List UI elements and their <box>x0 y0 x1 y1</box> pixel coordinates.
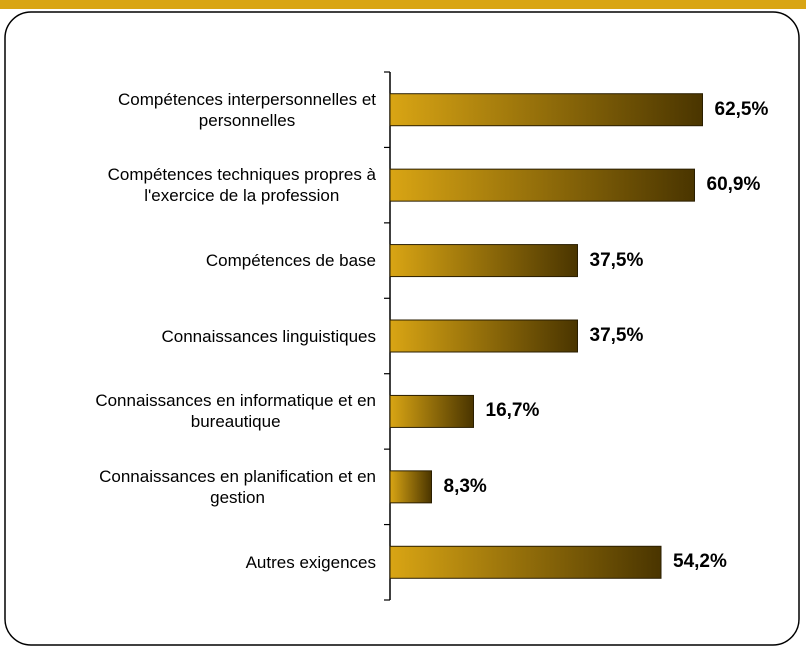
value-label-text: 16,7% <box>485 400 540 422</box>
bar <box>389 394 474 428</box>
value-label-text: 37,5% <box>589 249 644 271</box>
value-label: 8,3% <box>444 472 487 502</box>
value-label-text: 8,3% <box>443 475 487 497</box>
category-label-text: Connaissances en planification et en ges… <box>99 466 376 507</box>
value-label: 37,5% <box>590 321 644 351</box>
value-label: 16,7% <box>486 396 540 426</box>
category-label: Compétences de base <box>8 231 376 291</box>
category-label-text: Connaissances en informatique et en bure… <box>95 391 376 432</box>
category-label: Connaissances en planification et en ges… <box>8 457 376 517</box>
bar <box>389 319 578 353</box>
category-label: Autres exigences <box>8 532 376 592</box>
category-label-text: Compétences interpersonnelles et personn… <box>118 89 376 130</box>
category-label: Connaissances linguistiques <box>8 306 376 366</box>
category-label: Compétences interpersonnelles et personn… <box>8 80 376 140</box>
value-label-text: 54,2% <box>673 551 727 573</box>
bar <box>389 244 578 278</box>
top-band <box>0 0 806 9</box>
category-label: Compétences techniques propres à l'exerc… <box>8 155 376 215</box>
value-label: 37,5% <box>590 246 644 276</box>
value-label-text: 60,9% <box>706 174 761 196</box>
category-label-text: Autres exigences <box>245 552 376 572</box>
value-label: 60,9% <box>707 170 761 200</box>
value-label: 62,5% <box>715 95 769 125</box>
category-label: Connaissances en informatique et en bure… <box>8 381 376 441</box>
bar <box>389 93 703 127</box>
bar <box>389 168 695 202</box>
category-label-text: Compétences techniques propres à l'exerc… <box>107 165 376 206</box>
value-label-text: 37,5% <box>589 325 644 346</box>
value-label: 54,2% <box>673 547 727 577</box>
value-label-text: 62,5% <box>714 98 769 120</box>
category-label-text: Connaissances linguistiques <box>161 326 376 346</box>
bar <box>389 545 662 579</box>
category-label-text: Compétences de base <box>205 251 376 271</box>
bar <box>389 470 432 504</box>
